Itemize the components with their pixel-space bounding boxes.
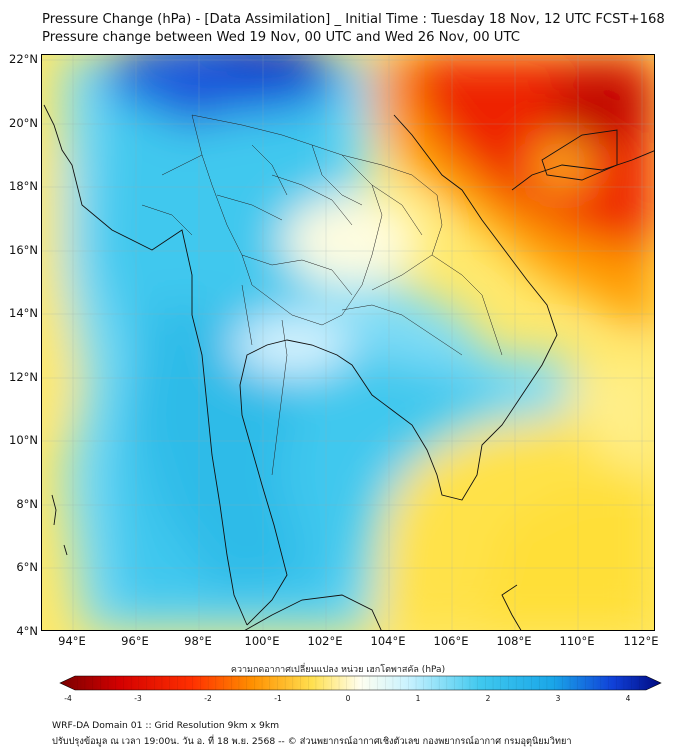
lon-label: 100°E	[244, 634, 280, 648]
pressure-change-map	[41, 54, 655, 631]
lon-label: 112°E	[623, 634, 659, 648]
lon-label: 102°E	[307, 634, 343, 648]
lon-label: 96°E	[121, 634, 149, 648]
pressure-field	[42, 55, 654, 630]
colorbar-tick-label: 2	[485, 694, 491, 703]
footer-model-info: WRF-DA Domain 01 :: Grid Resolution 9km …	[52, 720, 280, 731]
colorbar-tick-label: -4	[64, 694, 72, 703]
graticule	[42, 55, 654, 630]
lat-label: 12°N	[9, 370, 38, 384]
lat-label: 16°N	[9, 243, 38, 257]
colorbar-tick-label: 1	[415, 694, 421, 703]
lon-label: 108°E	[496, 634, 532, 648]
lat-label: 10°N	[9, 433, 38, 447]
lon-label: 110°E	[559, 634, 595, 648]
colorbar-tick-label: 0	[345, 694, 351, 703]
lat-label: 4°N	[16, 624, 38, 638]
lat-label: 6°N	[16, 560, 38, 574]
lon-label: 106°E	[433, 634, 469, 648]
lat-label: 18°N	[9, 179, 38, 193]
colorbar-tick-label: -2	[204, 694, 212, 703]
chart-subtitle: Pressure change between Wed 19 Nov, 00 U…	[42, 30, 520, 45]
lon-label: 104°E	[370, 634, 406, 648]
colorbar-tick-label: 3	[555, 694, 561, 703]
lat-label: 8°N	[16, 497, 38, 511]
chart-title: Pressure Change (hPa) - [Data Assimilati…	[42, 12, 665, 27]
colorbar-tick-label: -1	[274, 694, 282, 703]
admin-borders	[141, 114, 503, 476]
lon-label: 94°E	[58, 634, 86, 648]
lat-label: 14°N	[9, 306, 38, 320]
footer-update-info: ปรับปรุงข้อมูล ณ เวลา 19:00น. วัน อ. ที่…	[52, 736, 572, 747]
map-canvas	[42, 55, 654, 630]
lat-label: 20°N	[9, 116, 38, 130]
lat-label: 22°N	[9, 52, 38, 66]
colorbar	[59, 675, 662, 691]
colorbar-tick-label: -3	[134, 694, 142, 703]
colorbar-tick-label: 4	[625, 694, 631, 703]
colorbar-title: ความกดอากาศเปลี่ยนแปลง หน่วย เฮกโตพาสคัล…	[230, 665, 446, 675]
lon-label: 98°E	[184, 634, 212, 648]
coastlines	[43, 104, 654, 630]
